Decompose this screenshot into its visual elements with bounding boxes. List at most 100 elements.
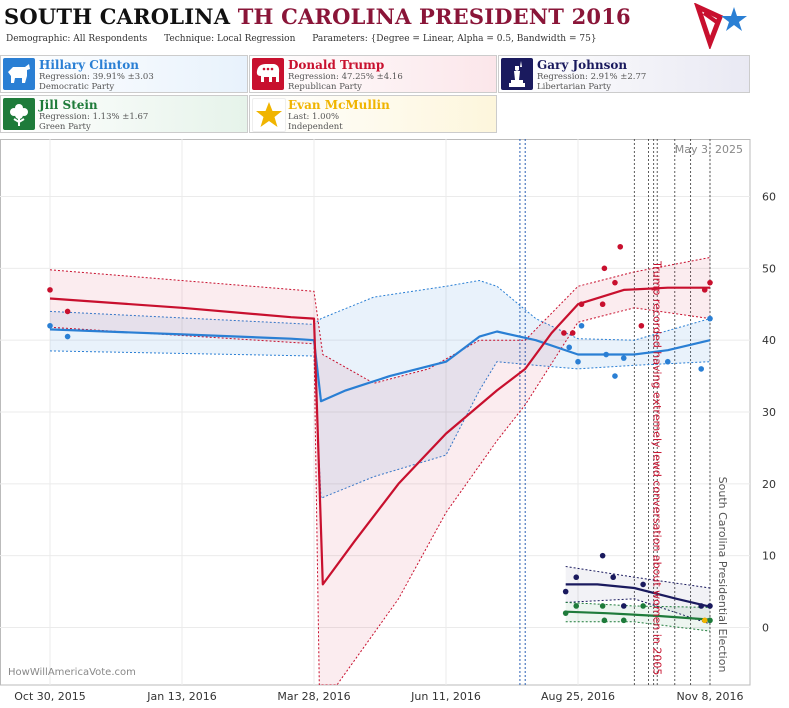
candidate-party: Libertarian Party [537, 82, 612, 92]
x-tick-label: Jan 13, 2016 [146, 690, 216, 703]
parameters-line: Demographic: All Respondents Technique: … [6, 34, 611, 44]
regression-line [49, 286, 710, 586]
poll-point [640, 581, 646, 588]
candidate-regression: Regression: 2.91% ±2.77 [537, 72, 647, 82]
poll-point [620, 355, 627, 361]
series-group [47, 243, 713, 685]
poll-point [701, 287, 708, 293]
candidate-regression: Regression: 1.13% ±1.67 [39, 112, 149, 122]
x-tick-label: Aug 25, 2016 [541, 690, 615, 703]
poll-point [562, 588, 569, 595]
poll-point [698, 603, 704, 609]
site-logo[interactable] [690, 3, 752, 49]
poll-point [573, 574, 580, 581]
candidate-party: Independent [288, 122, 343, 132]
date-label: May 3, 2025 [675, 143, 743, 156]
poll-point [569, 330, 576, 336]
upper-bound-line [49, 279, 711, 341]
y-tick-label: 30 [762, 406, 776, 419]
lower-bound-line [565, 598, 711, 625]
poll-point [64, 333, 71, 340]
star-icon [252, 98, 286, 132]
event-annotation: Trump recorded having extremely lewd con… [651, 260, 664, 675]
y-tick-label: 50 [762, 262, 776, 275]
candidate-card-stein[interactable]: Jill Stein Regression: 1.13% ±1.67 Green… [0, 95, 248, 133]
poll-point [566, 344, 572, 351]
poll-point [701, 617, 708, 624]
candidate-name: Gary Johnson [537, 58, 628, 72]
poll-point [640, 603, 646, 609]
poll-point [47, 287, 53, 293]
confidence-band [50, 257, 710, 685]
candidate-party: Green Party [39, 122, 91, 132]
poll-point [707, 617, 713, 624]
candidate-card-mcmullin[interactable]: Evan McMullin Last: 1.00% Independent [249, 95, 497, 133]
poll-point [612, 373, 618, 379]
x-tick-label: Jun 11, 2016 [410, 690, 481, 703]
confidence-band [565, 566, 710, 624]
poll-point [620, 617, 627, 624]
poll-point [707, 315, 713, 322]
poll-point [561, 330, 567, 336]
candidate-party: Republican Party [288, 82, 362, 92]
title-state: SOUTH CAROLINA [4, 4, 231, 29]
y-tick-label: 0 [762, 622, 769, 635]
poll-point [603, 351, 609, 358]
regression-line [565, 583, 711, 608]
poll-point [599, 301, 606, 308]
donkey-icon [3, 58, 35, 90]
regression-line [49, 328, 711, 403]
poll-point [64, 308, 71, 315]
watermark: HowWillAmericaVote.com [8, 667, 136, 678]
poll-point [578, 301, 585, 308]
poll-point [664, 358, 671, 365]
lower-bound-line [565, 621, 711, 632]
poll-point [698, 366, 704, 372]
candidate-regression: Regression: 47.25% ±4.16 [288, 72, 403, 82]
y-tick-label: 60 [762, 190, 776, 203]
y-tick-label: 20 [762, 478, 776, 491]
candidate-card-johnson[interactable]: Gary Johnson Regression: 2.91% ±2.77 Lib… [498, 55, 750, 93]
y-tick-label: 40 [762, 334, 776, 347]
title-rest: TH CAROLINA PRESIDENT 2016 [237, 4, 631, 29]
regression-line [565, 610, 711, 621]
poll-point [601, 617, 608, 624]
poll-point [610, 574, 616, 581]
x-tick-label: Mar 28, 2016 [277, 690, 350, 703]
poll-point [620, 603, 627, 609]
candidate-last: Last: 1.00% [288, 112, 340, 122]
candidate-card-clinton[interactable]: Hillary Clinton Regression: 39.91% ±3.03… [0, 55, 248, 93]
y-tick-label: 10 [762, 550, 776, 563]
poll-point [578, 322, 585, 329]
candidate-name: Donald Trump [288, 58, 385, 72]
poll-point [599, 603, 606, 609]
elephant-icon [252, 58, 284, 90]
header: SOUTH CAROLINA TH CAROLINA PRESIDENT 201… [0, 0, 789, 52]
candidate-card-trump[interactable]: Donald Trump Regression: 47.25% ±4.16 Re… [249, 55, 497, 93]
candidate-name: Evan McMullin [288, 98, 390, 112]
poll-point [575, 358, 581, 365]
page-title: SOUTH CAROLINA TH CAROLINA PRESIDENT 201… [4, 4, 631, 29]
poll-point [638, 322, 645, 329]
parameters-label: Parameters: {Degree = Linear, Alpha = 0.… [312, 34, 597, 44]
upper-bound-line [565, 601, 711, 608]
flower-icon [3, 98, 35, 130]
poll-point [612, 279, 618, 286]
candidate-name: Jill Stein [39, 98, 98, 112]
poll-point [47, 322, 53, 329]
poll-point [562, 610, 569, 616]
technique-label: Technique: Local Regression [164, 34, 296, 44]
candidate-party: Democratic Party [39, 82, 115, 92]
regression-chart: 0 10 20 30 40 50 60 Oct 30, 2015 Jan 13, 2016 Mar… [0, 139, 776, 703]
statue-of-liberty-icon [501, 58, 533, 90]
chart-area: 0 10 20 30 40 50 60 Oct 30, 2015 Jan 13, 2016 Mar… [0, 139, 789, 704]
x-tick-label: Nov 8, 2016 [677, 690, 744, 703]
poll-point [573, 603, 580, 609]
lower-bound-line [49, 350, 711, 499]
demographic-label: Demographic: All Respondents [6, 34, 148, 44]
x-tick-label: Oct 30, 2015 [14, 690, 86, 703]
poll-point [707, 603, 713, 609]
poll-point [617, 243, 624, 250]
poll-point [707, 279, 713, 286]
poll-point [599, 552, 606, 559]
